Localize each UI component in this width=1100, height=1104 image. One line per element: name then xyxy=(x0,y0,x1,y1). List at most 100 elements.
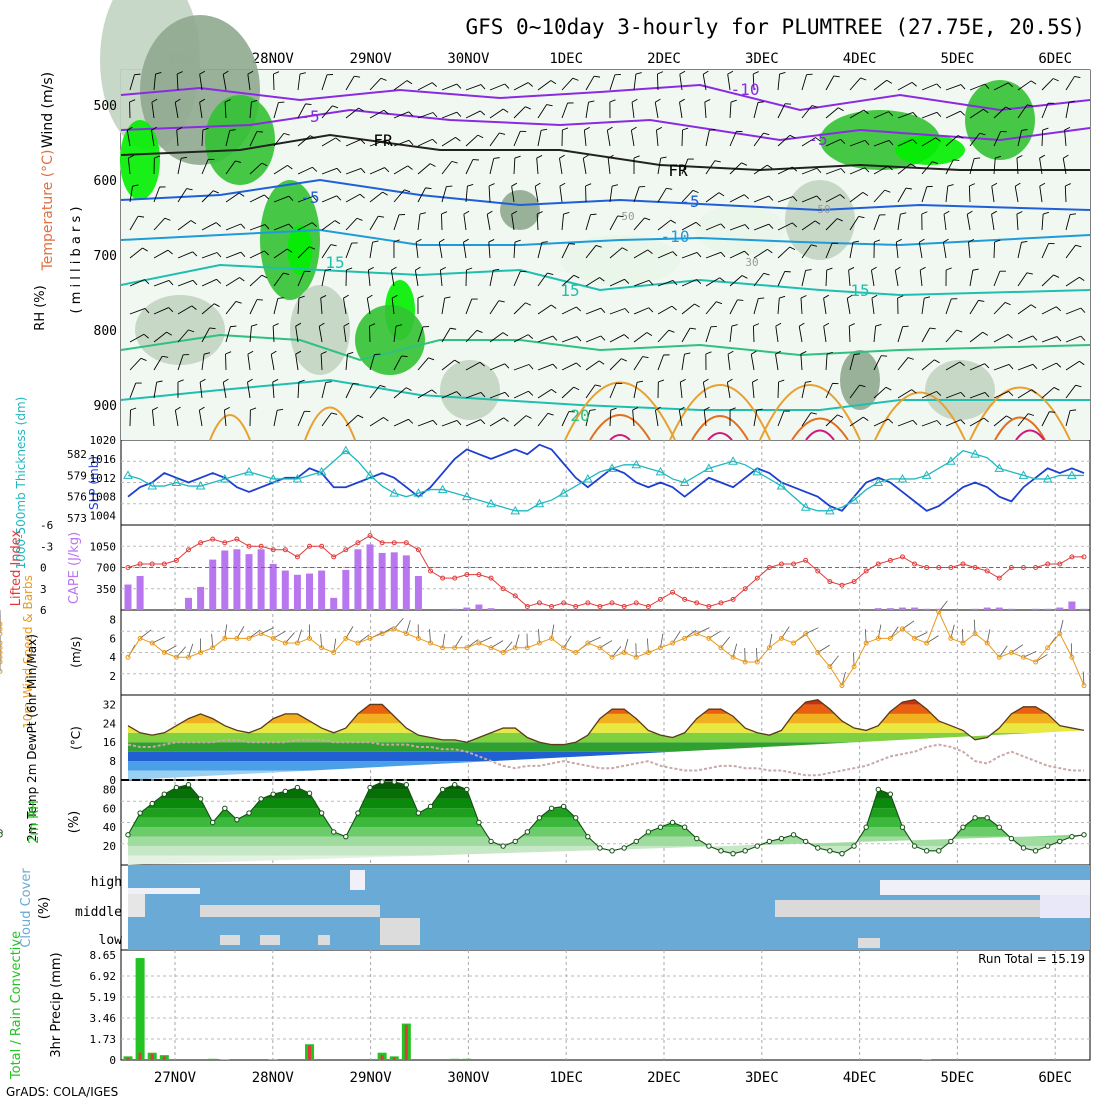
cape-bar xyxy=(379,553,386,610)
cape-bar xyxy=(887,608,894,610)
contour-label: 15 xyxy=(560,281,579,300)
contour-label: FR xyxy=(668,161,688,180)
rh-marker xyxy=(501,844,505,848)
date-label-bottom: 3DEC xyxy=(745,1070,779,1086)
temp-tick: 16 xyxy=(103,736,116,749)
rh-marker xyxy=(0,833,2,837)
cape-bar xyxy=(451,609,458,610)
rh-marker xyxy=(186,783,190,787)
cape-bar xyxy=(342,570,349,610)
rh-marker xyxy=(852,844,856,848)
rh-shade xyxy=(205,95,275,185)
rh-marker xyxy=(912,844,916,848)
date-label-top: 6DEC xyxy=(1038,51,1072,67)
cape-tick: 1050 xyxy=(90,540,117,553)
precip-tick: 6.92 xyxy=(90,970,117,983)
rh-shade xyxy=(965,80,1035,160)
cloud-gap xyxy=(128,894,145,917)
wind-barb-flag xyxy=(135,74,141,75)
rh-marker xyxy=(719,849,723,853)
wind-barb-flag xyxy=(374,354,380,355)
cloud-gap xyxy=(128,888,200,894)
chart-title: GFS 0~10day 3-hourly for PLUMTREE (27.75… xyxy=(465,15,1085,39)
rh-marker xyxy=(695,836,699,840)
rh-marker xyxy=(477,820,481,824)
rh-marker xyxy=(791,833,795,837)
pressure-tick: 500 xyxy=(94,99,117,114)
rh-marker xyxy=(211,820,215,824)
precip-conv-bar xyxy=(151,1054,154,1060)
thickness-tick: 576 xyxy=(67,491,87,504)
rh-marker xyxy=(816,846,820,850)
rh-marker xyxy=(598,846,602,850)
cloud-gap xyxy=(880,880,1090,895)
rh-marker xyxy=(453,783,457,787)
li-tick: 0 xyxy=(40,562,47,575)
rh-marker xyxy=(428,804,432,808)
rh-marker xyxy=(307,791,311,795)
wind-tick: 2 xyxy=(109,670,116,683)
rh-marker xyxy=(440,787,444,791)
cloud-layer-label: low xyxy=(99,933,123,948)
cape-bar xyxy=(306,574,313,610)
precip-total-bar xyxy=(922,1059,931,1060)
cloud-gap xyxy=(318,935,330,945)
rh-marker xyxy=(767,839,771,843)
ylabel-cape: CAPE (J/kg) xyxy=(67,532,82,604)
footer-credit: GrADS: COLA/IGES xyxy=(6,1085,118,1099)
rh-marker xyxy=(1033,849,1037,853)
rh-tick: 80 xyxy=(103,783,116,796)
cape-bar xyxy=(282,571,289,610)
wind-barb-flag xyxy=(881,356,887,357)
rh-marker xyxy=(271,792,275,796)
cape-bar xyxy=(463,608,470,610)
rh-marker xyxy=(682,825,686,829)
ylabel-precip-type: Total / Rain Convective xyxy=(9,931,24,1080)
date-label-bottom: 27NOV xyxy=(154,1070,197,1086)
wind-tick: 6 xyxy=(109,632,116,645)
temp-tick: 8 xyxy=(109,755,116,768)
rh-marker xyxy=(525,830,529,834)
wind-barb-flag xyxy=(1049,412,1055,413)
wind-barb xyxy=(994,242,995,258)
rh-marker xyxy=(803,839,807,843)
cape-bar xyxy=(233,549,240,610)
date-label-bottom: 4DEC xyxy=(843,1070,877,1086)
cloud-gap xyxy=(200,905,380,917)
rh-marker xyxy=(670,820,674,824)
wind-barb-flag xyxy=(230,326,236,327)
rh-shade xyxy=(840,350,880,410)
rh-marker xyxy=(356,811,360,815)
rh-marker xyxy=(743,849,747,853)
run-total: Run Total = 15.19 xyxy=(978,952,1085,966)
cape-bar xyxy=(294,575,301,610)
ylabel-temp2m-units: (°C) xyxy=(69,726,83,750)
cape-bar xyxy=(911,608,918,610)
ylabel-precip: 3hr Precip (mm) xyxy=(49,952,64,1057)
precip-total-bar xyxy=(450,1059,459,1060)
cape-bar xyxy=(1081,609,1088,610)
cape-bar xyxy=(1044,609,1051,610)
cape-bar xyxy=(899,608,906,610)
ylabel-wind: Wind (m/s) xyxy=(40,72,56,148)
wind-barb xyxy=(273,74,274,90)
pressure-tick: 900 xyxy=(94,399,117,414)
rh-shade xyxy=(500,190,540,230)
rh-marker xyxy=(513,839,517,843)
pressure-tick: 700 xyxy=(94,249,117,264)
rh-marker xyxy=(755,844,759,848)
cape-bar xyxy=(137,576,144,610)
date-label-top: 28NOV xyxy=(252,51,295,67)
cape-bar xyxy=(221,551,228,611)
cloud-gap xyxy=(260,935,280,945)
pressure-tick: 800 xyxy=(94,324,117,339)
rh-marker xyxy=(828,849,832,853)
ylabel-temp: Temperature (°C) xyxy=(40,150,56,272)
contour-label: -10 xyxy=(731,80,760,99)
rh-marker xyxy=(404,783,408,787)
rh-shade xyxy=(355,305,425,375)
rh-marker xyxy=(937,849,941,853)
rh-marker xyxy=(332,830,336,834)
date-label-top: 29NOV xyxy=(350,51,393,67)
